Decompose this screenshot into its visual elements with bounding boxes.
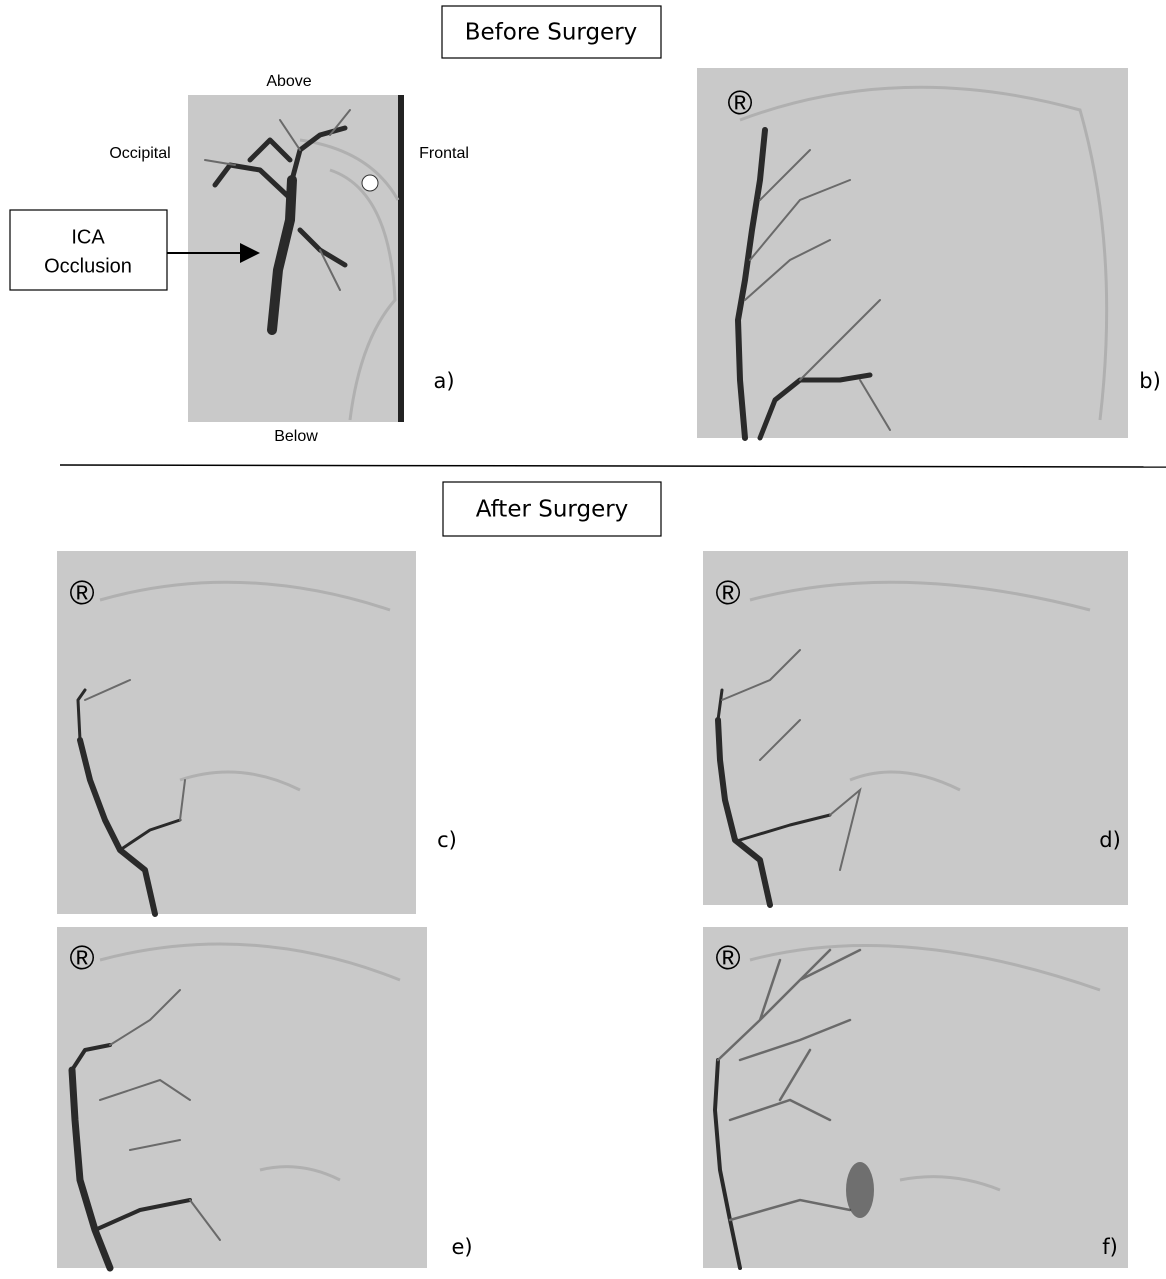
- callout-box: [10, 210, 167, 290]
- callout-text: Occlusion: [44, 255, 132, 277]
- panel-label: c): [437, 828, 457, 852]
- panel-a: [188, 95, 404, 422]
- angiogram: [697, 68, 1128, 438]
- divider: [60, 465, 1166, 467]
- page: Before Surgery Above Below Occipital Fro…: [0, 0, 1166, 1274]
- angiogram: [57, 551, 416, 914]
- angiogram: [57, 927, 427, 1268]
- panel-d: ®: [703, 551, 1128, 905]
- orientation-label: Frontal: [419, 145, 469, 162]
- panel-label: e): [451, 1235, 472, 1259]
- side-marker: ®: [69, 574, 94, 612]
- orientation-label: Above: [266, 73, 311, 90]
- panel-label: d): [1099, 828, 1121, 852]
- panel-label: f): [1102, 1235, 1118, 1259]
- orientation-label: Occipital: [109, 145, 170, 162]
- panel-label: b): [1139, 369, 1161, 393]
- section-header: After Surgery: [476, 497, 629, 523]
- side-marker: ®: [715, 939, 740, 977]
- panel-label: a): [433, 369, 454, 393]
- panel-f: ®: [703, 927, 1128, 1268]
- side-marker: ®: [715, 574, 740, 612]
- image-border: [398, 95, 404, 422]
- panel-c: ®: [57, 551, 416, 914]
- panel-e: ®: [57, 927, 427, 1268]
- side-marker: ®: [69, 939, 94, 977]
- panel-b: ®: [697, 68, 1128, 438]
- side-marker: ®: [727, 84, 752, 122]
- orientation-label: Below: [274, 428, 318, 445]
- section-header: Before Surgery: [465, 20, 638, 46]
- callout-text: ICA: [71, 226, 105, 248]
- figure: Before Surgery Above Below Occipital Fro…: [0, 0, 1166, 1274]
